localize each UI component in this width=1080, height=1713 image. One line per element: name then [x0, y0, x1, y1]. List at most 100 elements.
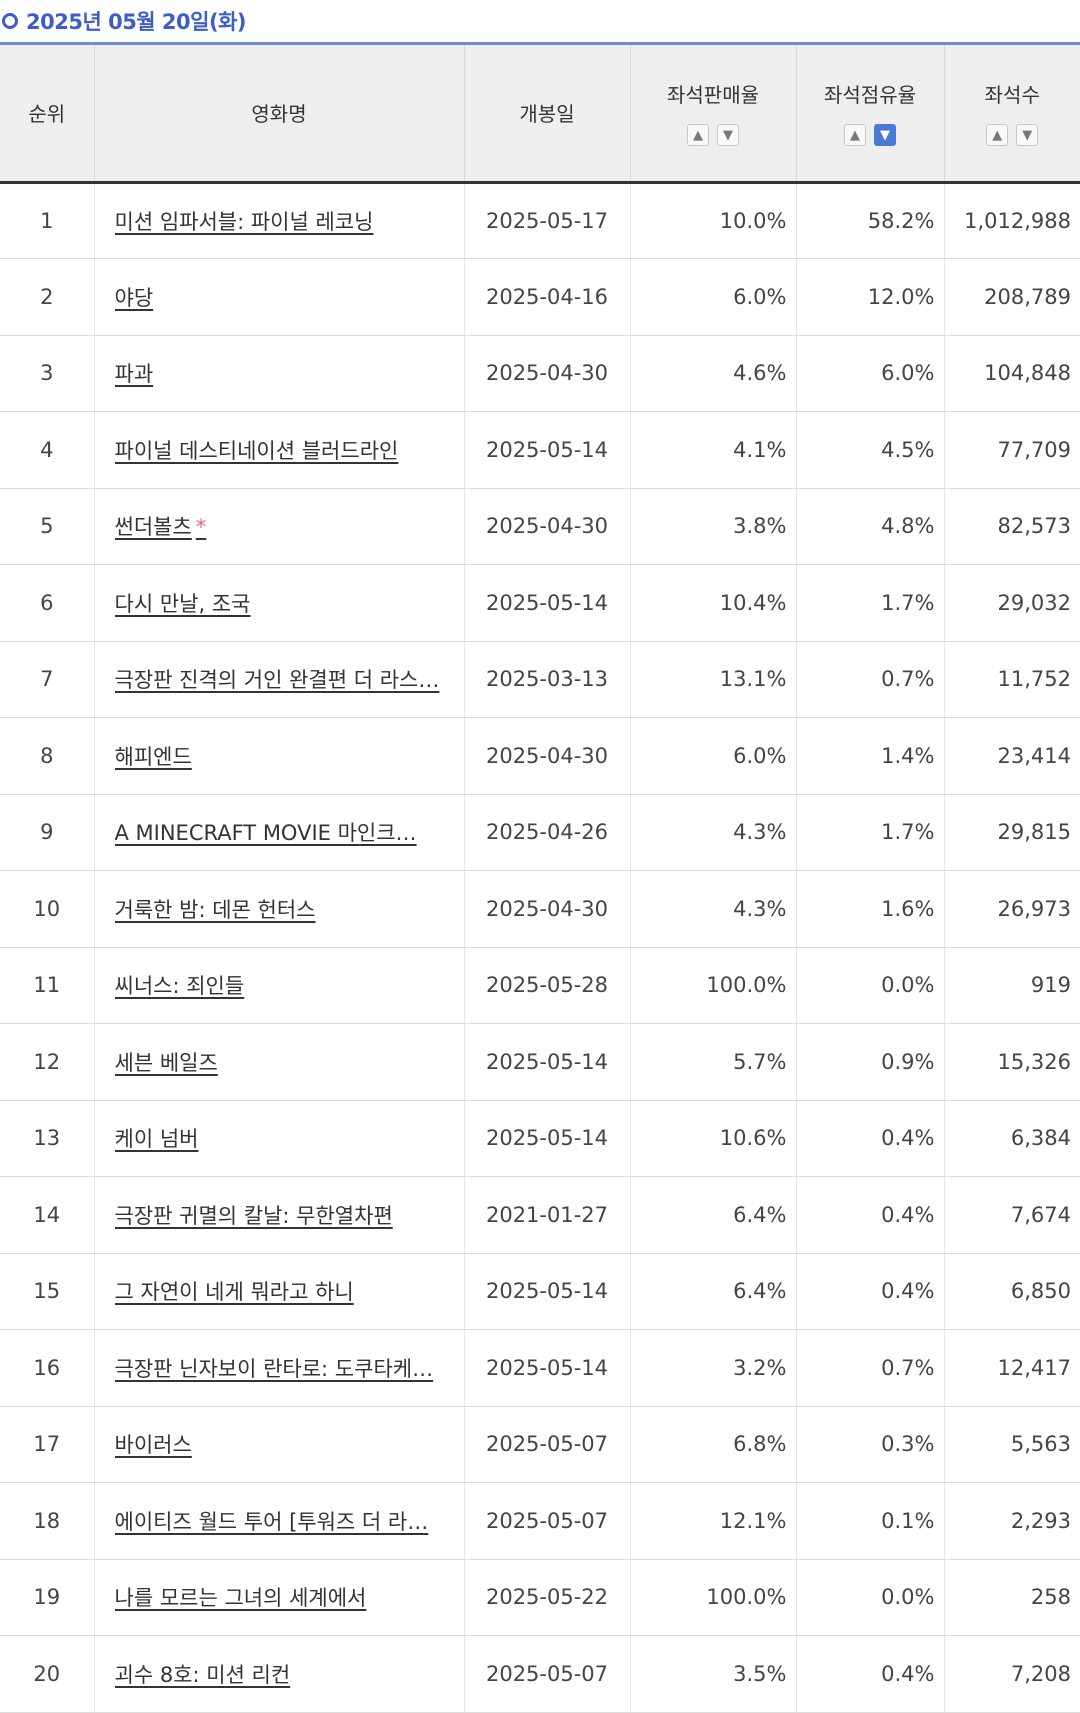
seats-cell: 6,384	[944, 1100, 1080, 1177]
movie-title-link[interactable]: 미션 임파서블: 파이널 레코닝	[114, 209, 374, 234]
share-rate-cell: 1.7%	[796, 564, 945, 642]
chevron-down-icon: ▼	[880, 127, 890, 143]
release-date-cell: 2025-05-28	[464, 947, 631, 1024]
movie-title-link[interactable]: 그 자연이 네게 뭐라고 하니	[114, 1280, 354, 1305]
title-cell: 거룩한 밤: 데몬 헌터스	[94, 870, 465, 948]
sort-desc-share-button[interactable]: ▼	[874, 124, 896, 147]
title-cell: 케이 넘버	[94, 1100, 465, 1177]
release-date-cell: 2025-05-14	[464, 564, 631, 642]
table-row: 6 다시 만날, 조국 2025-05-14 10.4% 1.7% 29,032	[0, 564, 1080, 642]
release-date-cell: 2025-05-07	[464, 1406, 631, 1483]
release-date-cell: 2025-04-30	[464, 717, 631, 795]
sales-rate-cell: 6.0%	[630, 717, 797, 795]
table-row: 12 세븐 베일즈 2025-05-14 5.7% 0.9% 15,326	[0, 1023, 1080, 1101]
date-header: 2025년 05월 20일(화)	[0, 0, 1080, 45]
table-row: 16 극장판 닌자보이 란타로: 도쿠타케… 2025-05-14 3.2% 0.7% 1…	[0, 1329, 1080, 1407]
seats-cell: 12,417	[944, 1329, 1080, 1407]
sort-desc-sales-button[interactable]: ▼	[717, 124, 739, 147]
movie-title-link[interactable]: A MINECRAFT MOVIE 마인크…	[114, 821, 417, 846]
movie-title-link[interactable]: 다시 만날, 조국	[114, 591, 251, 616]
movie-title-link[interactable]: 파이널 데스티네이션 블러드라인	[114, 438, 399, 463]
share-rate-cell: 0.7%	[796, 1329, 945, 1407]
movie-title-link[interactable]: 파과	[114, 362, 154, 387]
movie-title-link[interactable]: 세븐 베일즈	[114, 1050, 218, 1075]
movie-title-link[interactable]: 거룩한 밤: 데몬 헌터스	[114, 897, 316, 922]
title-cell: 썬더볼츠 *	[94, 488, 465, 565]
title-cell: 극장판 닌자보이 란타로: 도쿠타케…	[94, 1329, 465, 1407]
title-cell: 씨너스: 죄인들	[94, 947, 465, 1024]
rank-cell: 8	[0, 717, 95, 795]
seats-cell: 82,573	[944, 488, 1080, 565]
movie-title-link[interactable]: 나를 모르는 그녀의 세계에서	[114, 1586, 367, 1611]
sort-asc-share-button[interactable]: ▲	[844, 124, 866, 147]
movie-title-link[interactable]: 극장판 귀멸의 칼날: 무한열차편	[114, 1203, 393, 1228]
release-date-cell: 2025-05-07	[464, 1482, 631, 1560]
col-seats-header: 좌석수 ▲ ▼	[944, 45, 1080, 184]
release-date-cell: 2025-05-14	[464, 1253, 631, 1330]
table-row: 8 해피엔드 2025-04-30 6.0% 1.4% 23,414	[0, 717, 1080, 795]
rank-cell: 4	[0, 411, 95, 489]
share-rate-cell: 12.0%	[796, 258, 945, 336]
seats-cell: 5,563	[944, 1406, 1080, 1483]
rank-cell: 17	[0, 1406, 95, 1483]
sales-rate-cell: 13.1%	[630, 641, 797, 718]
rank-cell: 3	[0, 335, 95, 412]
col-title-header: 영화명	[94, 45, 465, 184]
seats-cell: 26,973	[944, 870, 1080, 948]
movie-title-link[interactable]: 썬더볼츠 *	[114, 515, 207, 540]
share-rate-cell: 0.9%	[796, 1023, 945, 1101]
share-rate-cell: 0.4%	[796, 1100, 945, 1177]
rank-cell: 6	[0, 564, 95, 642]
table-row: 9 A MINECRAFT MOVIE 마인크… 2025-04-26 4.3% 1.7…	[0, 794, 1080, 871]
table-row: 10 거룩한 밤: 데몬 헌터스 2025-04-30 4.3% 1.6% 26,973	[0, 870, 1080, 948]
title-cell: 괴수 8호: 미션 리컨	[94, 1635, 465, 1713]
sales-rate-cell: 6.8%	[630, 1406, 797, 1483]
table-row: 2 야당 2025-04-16 6.0% 12.0% 208,789	[0, 258, 1080, 336]
seats-cell: 29,815	[944, 794, 1080, 871]
release-date-cell: 2025-05-22	[464, 1559, 631, 1636]
movie-title-link[interactable]: 바이러스	[114, 1433, 192, 1458]
sort-asc-sales-button[interactable]: ▲	[687, 124, 709, 147]
sort-asc-seats-button[interactable]: ▲	[986, 124, 1009, 147]
title-cell: 그 자연이 네게 뭐라고 하니	[94, 1253, 465, 1330]
movie-title-link[interactable]: 극장판 닌자보이 란타로: 도쿠타케…	[114, 1356, 434, 1381]
table-row: 13 케이 넘버 2025-05-14 10.6% 0.4% 6,384	[0, 1100, 1080, 1177]
title-cell: 나를 모르는 그녀의 세계에서	[94, 1559, 465, 1636]
share-rate-cell: 0.1%	[796, 1482, 945, 1560]
chevron-up-icon: ▲	[992, 127, 1003, 143]
table-header-row: 순위 영화명 개봉일 좌석판매율 ▲ ▼ 좌석점유율 ▲ ▼ 좌석수	[0, 45, 1080, 184]
table-row: 7 극장판 진격의 거인 완결편 더 라스… 2025-03-13 13.1% 0.7%…	[0, 641, 1080, 718]
movie-title-link[interactable]: 에이티즈 월드 투어 [투워즈 더 라…	[114, 1509, 429, 1534]
seats-cell: 29,032	[944, 564, 1080, 642]
release-date-cell: 2021-01-27	[464, 1176, 631, 1254]
rank-cell: 1	[0, 182, 95, 259]
rank-cell: 19	[0, 1559, 95, 1636]
share-rate-cell: 0.4%	[796, 1176, 945, 1254]
release-date-cell: 2025-04-30	[464, 488, 631, 565]
rank-cell: 13	[0, 1100, 95, 1177]
table-row: 14 극장판 귀멸의 칼날: 무한열차편 2021-01-27 6.4% 0.4% 7,6…	[0, 1176, 1080, 1254]
share-rate-cell: 58.2%	[796, 182, 945, 259]
release-date-cell: 2025-05-14	[464, 1023, 631, 1101]
movie-title-link[interactable]: 씨너스: 죄인들	[114, 974, 245, 999]
sales-rate-cell: 10.0%	[630, 182, 797, 259]
movie-title-link[interactable]: 극장판 진격의 거인 완결편 더 라스…	[114, 668, 440, 693]
seats-cell: 77,709	[944, 411, 1080, 489]
movie-title-link[interactable]: 야당	[114, 285, 154, 310]
sort-desc-seats-button[interactable]: ▼	[1016, 124, 1039, 147]
share-rate-cell: 0.4%	[796, 1635, 945, 1713]
table-row: 20 괴수 8호: 미션 리컨 2025-05-07 3.5% 0.4% 7,208	[0, 1635, 1080, 1713]
sales-rate-cell: 4.6%	[630, 335, 797, 412]
release-date-cell: 2025-04-26	[464, 794, 631, 871]
movie-title-link[interactable]: 케이 넘버	[114, 1127, 199, 1152]
col-share-rate-header: 좌석점유율 ▲ ▼	[796, 45, 945, 184]
col-rank-header: 순위	[0, 45, 95, 184]
share-rate-cell: 0.3%	[796, 1406, 945, 1483]
rank-cell: 5	[0, 488, 95, 565]
sales-rate-cell: 5.7%	[630, 1023, 797, 1101]
movie-title-link[interactable]: 해피엔드	[114, 744, 192, 769]
release-date-cell: 2025-05-07	[464, 1635, 631, 1713]
sales-rate-cell: 4.1%	[630, 411, 797, 489]
movie-title-link[interactable]: 괴수 8호: 미션 리컨	[114, 1662, 291, 1687]
seats-cell: 11,752	[944, 641, 1080, 718]
